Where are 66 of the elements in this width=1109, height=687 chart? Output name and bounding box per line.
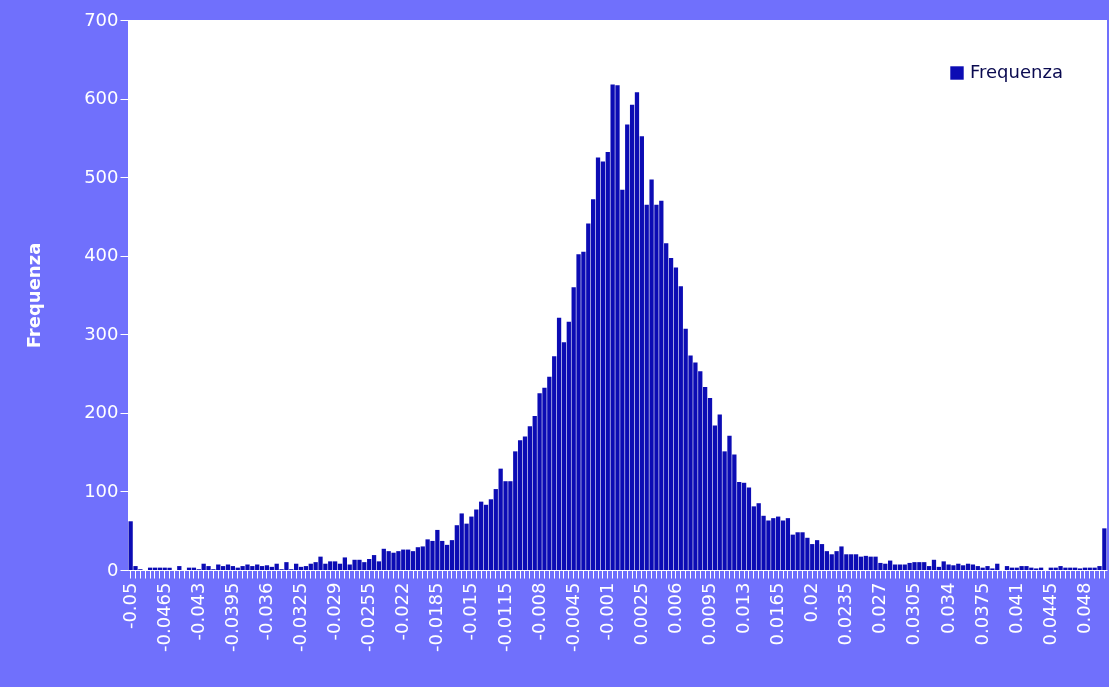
x-tick-label: 0.0025 (629, 582, 651, 646)
y-axis-title: Frequenza (23, 242, 45, 349)
y-tick-label: 200 (84, 401, 119, 423)
x-tick-label: -0.001 (595, 582, 617, 641)
bar (230, 566, 236, 570)
x-tick-label: -0.05 (118, 582, 140, 630)
y-tick-label: 100 (84, 479, 119, 501)
bar (220, 566, 226, 570)
bar (556, 317, 562, 570)
bar (264, 565, 270, 570)
x-tick-label: -0.022 (391, 582, 413, 641)
x-tick-label: 0.02 (800, 582, 822, 623)
x-tick-label: 0.041 (1004, 582, 1026, 635)
bar (858, 556, 864, 570)
x-tick-label: 0.048 (1072, 582, 1094, 635)
bar (410, 551, 416, 570)
bar (780, 520, 786, 570)
bar (595, 157, 601, 570)
x-tick-label: -0.0255 (357, 582, 379, 652)
bar (371, 555, 377, 570)
bar (303, 566, 309, 570)
x-tick-label: -0.015 (459, 582, 481, 641)
bar (259, 566, 265, 570)
x-tick-label: 0.027 (868, 582, 890, 635)
y-tick-label: 400 (84, 244, 119, 266)
x-tick-label: -0.0395 (220, 582, 242, 652)
bar (853, 554, 859, 570)
bar (819, 544, 825, 570)
bar (444, 544, 450, 570)
x-tick-label: 0.0445 (1038, 582, 1060, 646)
x-tick-label: 0.0165 (766, 582, 788, 646)
x-tick-label: -0.043 (186, 582, 208, 641)
bar (741, 482, 747, 570)
bar (931, 559, 937, 570)
x-tick-label: -0.036 (254, 582, 276, 641)
y-tick-label: 300 (84, 322, 119, 344)
bar (814, 540, 820, 570)
x-tick-label: -0.0325 (289, 582, 311, 652)
x-tick-label: 0.034 (936, 582, 958, 635)
x-tick-label: 0.0095 (698, 582, 720, 646)
x-tick-label: 0.013 (732, 582, 754, 635)
bar (332, 561, 338, 570)
y-tick-label: 700 (84, 8, 119, 30)
x-tick-label: -0.0045 (561, 582, 583, 652)
bar (177, 566, 182, 570)
bar (167, 567, 172, 570)
y-tick-label: 600 (84, 87, 119, 109)
bar (634, 92, 640, 570)
x-tick-label: 0.006 (663, 582, 685, 635)
y-tick-label: 500 (84, 165, 119, 187)
x-tick-label: 0.0235 (834, 582, 856, 646)
bar (1004, 566, 1010, 570)
bar (517, 440, 523, 570)
bar (746, 487, 752, 570)
x-tick-label: -0.0465 (152, 582, 174, 652)
bar (298, 566, 304, 570)
x-tick-label: -0.008 (527, 582, 549, 641)
x-tick-label: 0.0375 (970, 582, 992, 646)
x-tick-label: -0.0115 (493, 582, 515, 652)
y-tick-label: 0 (107, 558, 119, 580)
x-tick-label: 0.0305 (902, 582, 924, 646)
bar (415, 547, 421, 570)
legend-label: Frequenza (970, 61, 1063, 82)
bar (785, 518, 791, 570)
x-tick-label: -0.0185 (425, 582, 447, 652)
x-tick-label: -0.029 (323, 582, 345, 641)
